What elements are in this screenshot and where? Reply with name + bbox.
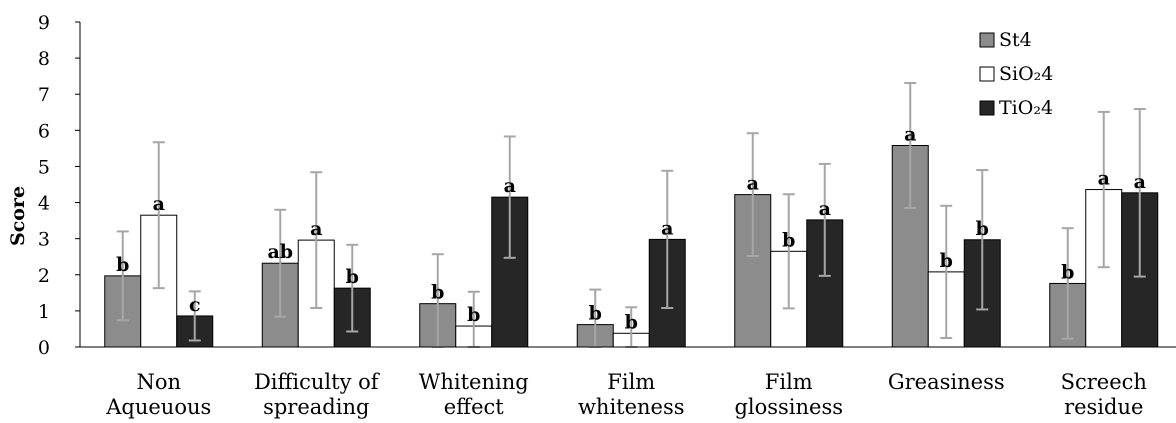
y-axis-label: Score	[7, 186, 29, 246]
significance-letter: ab	[267, 241, 293, 263]
significance-letter: a	[1098, 168, 1110, 190]
y-tick-label: 7	[38, 84, 50, 106]
legend-swatch	[979, 32, 995, 48]
category-label: whiteness	[578, 395, 685, 419]
significance-letter: a	[661, 217, 673, 239]
category-label: Film	[607, 370, 655, 394]
legend-label: SiO₂4	[999, 63, 1053, 85]
significance-letter: c	[189, 294, 201, 316]
significance-letter: b	[431, 282, 444, 304]
significance-letter: b	[625, 311, 638, 333]
category-label: effect	[444, 395, 505, 419]
category-label: glossiness	[734, 395, 843, 419]
y-tick-label: 5	[38, 156, 50, 178]
category-label: Film	[765, 370, 813, 394]
y-axis-ticks: 0 1 2 3 4 5 6 7 8 9	[38, 12, 81, 359]
y-tick-label: 4	[38, 193, 50, 215]
legend-label: TiO₂4	[999, 97, 1053, 119]
significance-letter: a	[747, 173, 759, 195]
significance-letter: a	[504, 175, 516, 197]
category-label: Greasiness	[888, 370, 1005, 394]
y-tick-label: 2	[38, 265, 50, 287]
category-label: Screech	[1061, 370, 1147, 394]
y-tick-label: 9	[38, 12, 50, 34]
legend-swatch	[979, 100, 995, 116]
significance-letter: a	[904, 124, 916, 146]
category-label: Aqueuous	[105, 395, 211, 419]
significance-letter: a	[1134, 171, 1146, 193]
significance-letter: a	[153, 193, 165, 215]
significance-letter: b	[782, 229, 795, 251]
category-label: spreading	[263, 395, 369, 419]
significance-letter: b	[467, 304, 480, 326]
significance-letter: a	[819, 198, 831, 220]
category-label: Whitening	[419, 370, 529, 394]
legend-label: St4	[999, 29, 1032, 51]
y-tick-label: 3	[38, 229, 50, 251]
category-label: Difficulty of	[254, 370, 381, 394]
significance-letter: b	[589, 303, 602, 325]
y-tick-label: 6	[38, 120, 50, 142]
y-tick-label: 1	[38, 301, 50, 323]
significance-letter: b	[940, 250, 953, 272]
significance-letter: a	[310, 218, 322, 240]
significance-letter: b	[976, 218, 989, 240]
significance-letter: b	[116, 254, 129, 276]
legend-swatch	[979, 66, 995, 82]
significance-letter: b	[346, 266, 359, 288]
category-label: Non	[136, 370, 181, 394]
legend: St4 SiO₂4 TiO₂4	[979, 29, 1053, 119]
error-bars	[116, 82, 1146, 348]
y-tick-label: 0	[38, 337, 50, 359]
significance-letter: b	[1061, 261, 1074, 283]
category-label: residue	[1064, 395, 1143, 419]
y-tick-label: 8	[38, 48, 50, 70]
